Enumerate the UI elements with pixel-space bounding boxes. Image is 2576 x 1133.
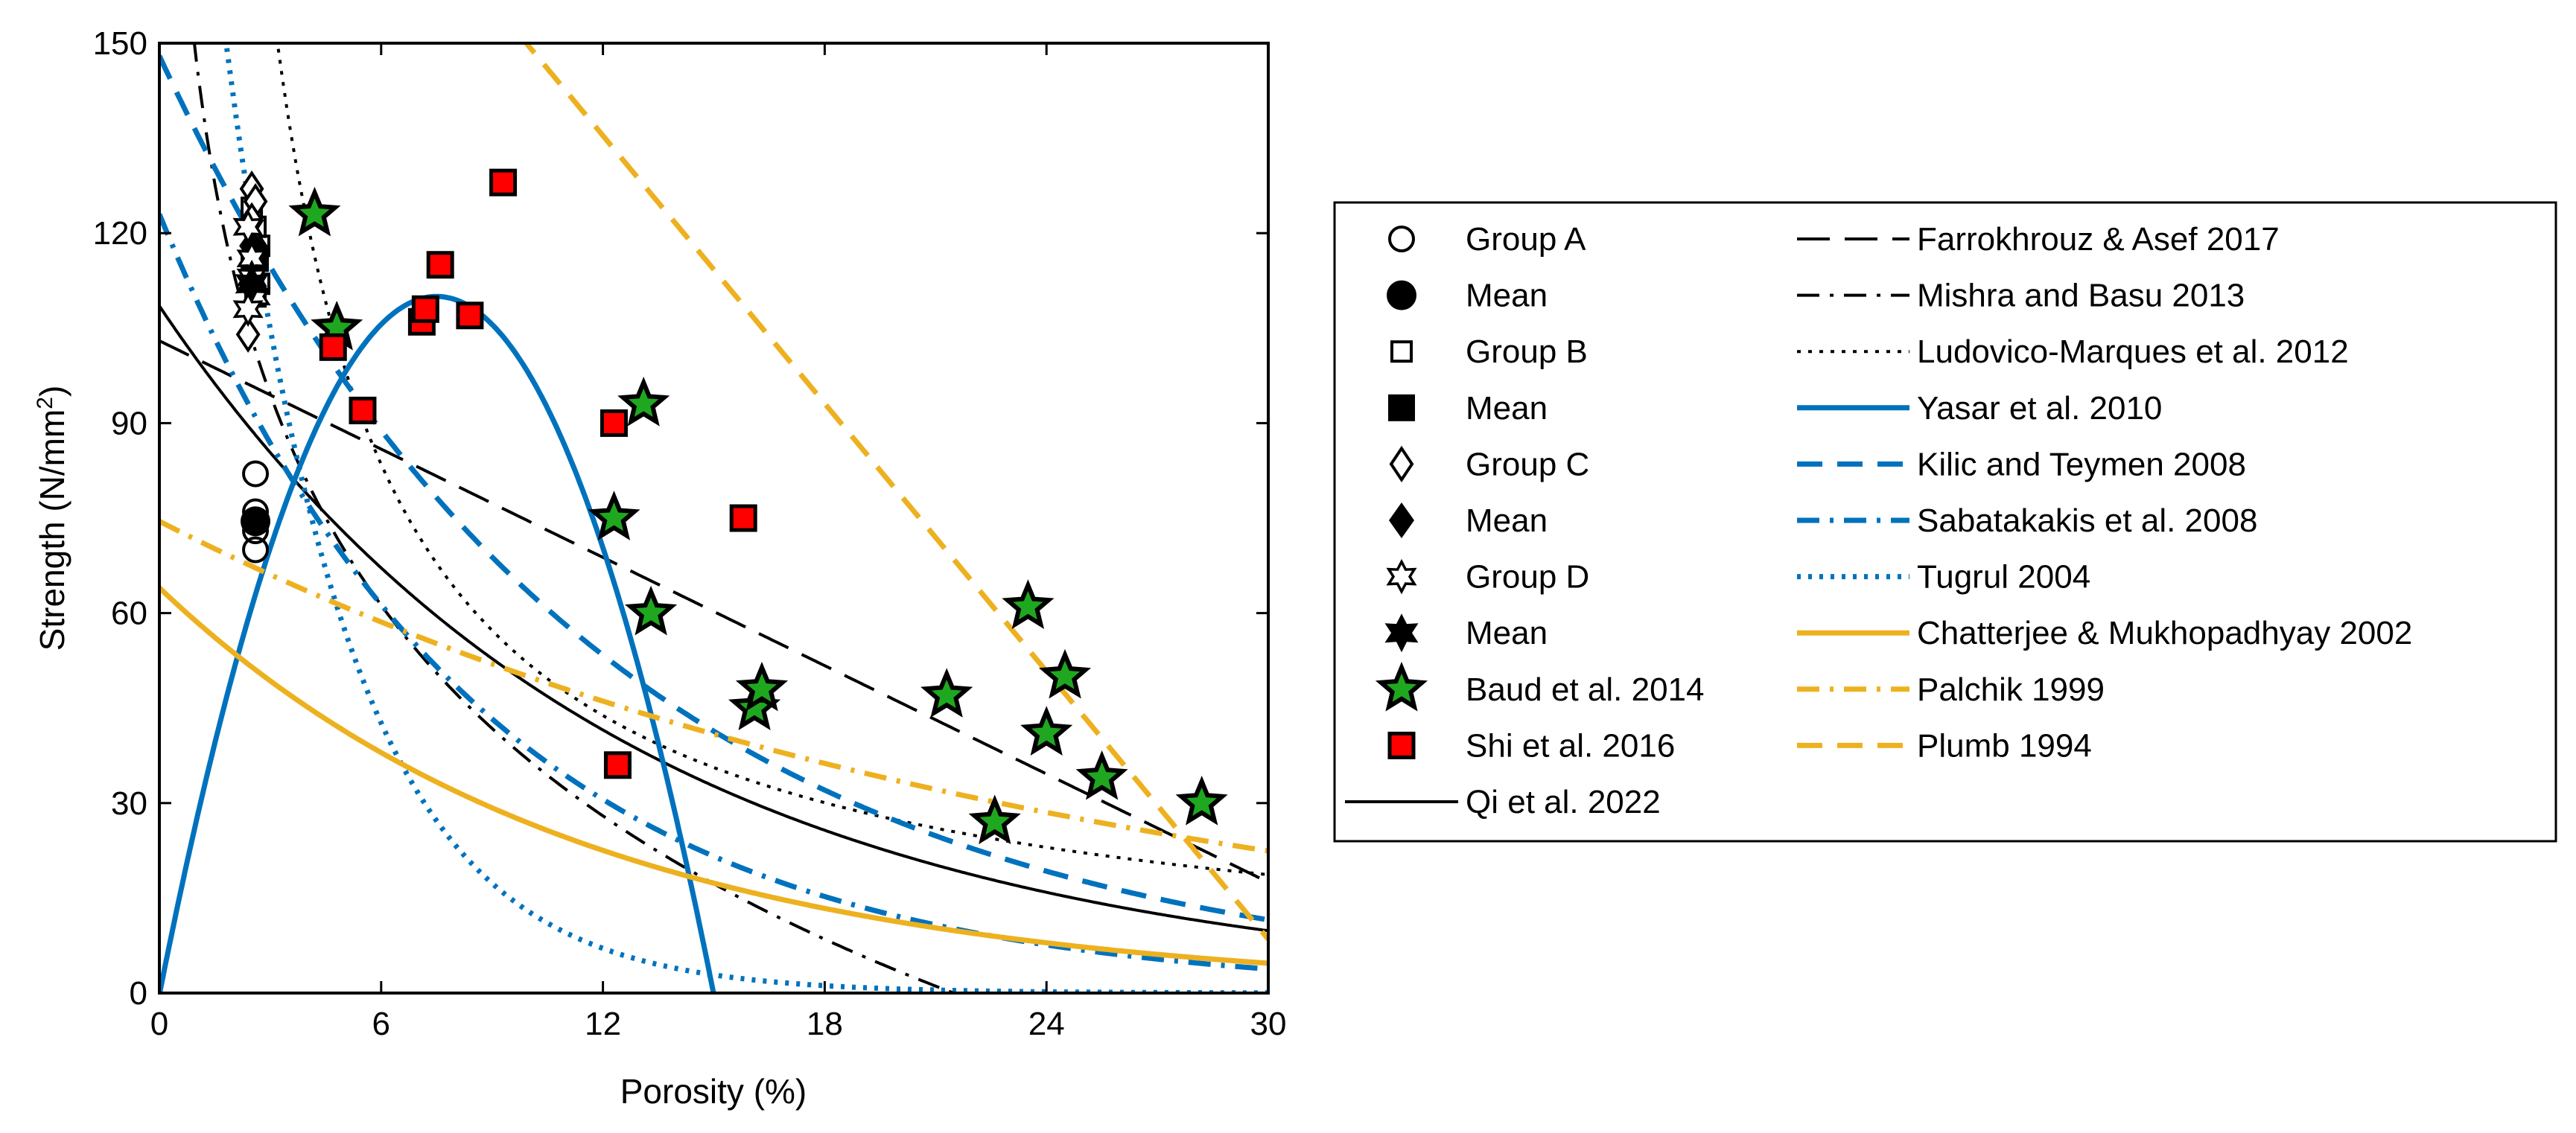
curve-qi-et-al-2022	[159, 304, 1268, 933]
y-tick-label: 120	[93, 215, 147, 252]
point-baud-et-al-2014-star-green	[1002, 579, 1055, 629]
point-shi-et-al-2016-square-red	[603, 751, 632, 779]
y-axis-title-superscript: 2	[33, 397, 57, 409]
point-baud-et-al-2014-star-green	[617, 377, 670, 427]
point-group-c-diamond-open	[235, 316, 261, 353]
legend-label-yasar-et-al-2010: Yasar et al. 2010	[1917, 390, 2162, 427]
x-tick-label: 12	[585, 1006, 621, 1042]
point-mean-circle-filled	[241, 506, 271, 537]
point-shi-et-al-2016-square-red	[600, 409, 628, 437]
point-baud-et-al-2014-star-green	[968, 794, 1021, 845]
point-baud-et-al-2014-star-green	[624, 585, 678, 636]
x-tick-label: 0	[150, 1006, 168, 1042]
point-group-a-circle-open	[242, 460, 270, 488]
curve-yasar-et-al-2010	[159, 293, 716, 993]
legend-label-chatterjee-and-mukhopadhyay-2002: Chatterjee & Mukhopadhyay 2002	[1917, 615, 2412, 651]
legend-label-kilic-and-teymen-2008: Kilic and Teymen 2008	[1917, 446, 2246, 482]
point-shi-et-al-2016-square-red	[319, 333, 347, 361]
legend-label-qi-et-al-2022: Qi et al. 2022	[1466, 784, 1661, 820]
curve-palchik-1999	[159, 519, 1268, 854]
fit-curves	[159, 43, 1268, 993]
point-shi-et-al-2016-square-red	[456, 301, 484, 330]
point-group-d-hexagram-open	[232, 291, 264, 328]
point-baud-et-al-2014-star-green	[735, 661, 789, 712]
curve-ludovico-marques-et-al-2012	[276, 43, 1268, 876]
point-mean-hexagram-filled	[235, 264, 269, 304]
point-shi-et-al-2016-square-red	[411, 295, 439, 323]
y-tick-label: 150	[93, 25, 147, 62]
curve-mishra-and-basu-2013	[192, 43, 958, 993]
plot-frame	[158, 42, 1270, 995]
legend-label-group-a: Group A	[1466, 221, 1586, 258]
y-tick-label: 90	[111, 405, 147, 441]
legend-marker-hexagram-open	[1386, 558, 1417, 595]
point-baud-et-al-2014-star-green	[288, 186, 341, 237]
legend-label-mean: Mean	[1466, 390, 1548, 427]
legend-marker-circle-open	[1388, 226, 1415, 252]
y-axis-title-main: Strength (N/mm	[33, 409, 71, 651]
legend-marker-square-red	[1387, 731, 1416, 759]
legend-marker-hexagram-filled	[1384, 613, 1419, 653]
point-shi-et-al-2016-square-red	[729, 504, 757, 532]
point-baud-et-al-2014-star-green	[920, 668, 973, 718]
legend-label-mean: Mean	[1466, 278, 1548, 314]
legend-marker-square-filled	[1388, 394, 1415, 421]
legend-label-group-c: Group C	[1466, 446, 1589, 482]
legend-label-tugrul-2004: Tugrul 2004	[1917, 559, 2090, 596]
point-baud-et-al-2014-star-green	[1020, 706, 1073, 756]
legend-label-mishra-and-basu-2013: Mishra and Basu 2013	[1917, 278, 2245, 314]
curve-kilic-and-teymen-2008	[159, 54, 1268, 923]
curve-chatterjee-and-mukhopadhyay-2002	[159, 586, 1268, 966]
legend-label-baud-et-al-2014: Baud et al. 2014	[1466, 671, 1704, 708]
x-tick-label: 30	[1250, 1006, 1287, 1042]
curve-tugrul-2004	[223, 43, 1268, 993]
legend-label-sabatakakis-et-al-2008: Sabatakakis et al. 2008	[1917, 502, 2257, 539]
legend-label-palchik-1999: Palchik 1999	[1917, 671, 2105, 708]
curve-plumb-1994	[523, 43, 1268, 941]
legend-entries: Group A Mean Group B Mean Group C Mean Group D…	[1345, 221, 2412, 820]
y-tick-label: 60	[111, 596, 147, 632]
point-group-d-hexagram-open	[232, 208, 264, 245]
legend-label-group-d: Group D	[1466, 559, 1589, 596]
legend-marker-star-green	[1375, 661, 1428, 712]
legend-label-mean: Mean	[1466, 502, 1548, 539]
legend-label-farrokhrouz-and-asef-2017: Farrokhrouz & Asef 2017	[1917, 221, 2280, 258]
y-axis-title-close: )	[33, 386, 71, 397]
x-tick-label: 18	[807, 1006, 843, 1042]
point-baud-et-al-2014-star-green	[1175, 775, 1228, 826]
point-baud-et-al-2014-star-green	[1075, 750, 1128, 800]
x-axis-ticks: 0 6 12 18 24 30	[150, 43, 1287, 1042]
legend-label-shi-et-al-2016: Shi et al. 2016	[1466, 727, 1675, 764]
legend-label-ludovico-marques-et-al-2012: Ludovico-Marques et al. 2012	[1917, 333, 2349, 370]
y-tick-label: 0	[130, 975, 147, 1012]
legend-box	[1333, 201, 2557, 843]
legend-marker-circle-filled	[1387, 280, 1416, 310]
point-baud-et-al-2014-star-green	[588, 491, 640, 540]
y-axis-title: Strength (N/mm2)	[33, 386, 72, 651]
point-shi-et-al-2016-square-red	[349, 396, 377, 424]
curve-farrokhrouz-and-asef-2017	[159, 339, 1268, 884]
legend-marker-square-open	[1390, 340, 1413, 363]
x-axis-title: Porosity (%)	[620, 1072, 807, 1111]
x-tick-label: 6	[372, 1006, 390, 1042]
legend-label-mean: Mean	[1466, 615, 1548, 651]
legend-marker-diamond-filled	[1389, 502, 1414, 538]
point-shi-et-al-2016-square-red	[426, 251, 454, 279]
data-points	[232, 168, 1228, 845]
legend: Group A Mean Group B Mean Group C Mean Group D…	[1333, 201, 2557, 843]
curve-sabatakakis-et-al-2008	[159, 213, 1268, 972]
y-axis-ticks: 0 30 60 90 120 150	[93, 25, 1268, 1012]
legend-label-plumb-1994: Plumb 1994	[1917, 727, 2092, 764]
point-baud-et-al-2014-star-green	[1038, 648, 1092, 699]
point-shi-et-al-2016-square-red	[489, 168, 518, 197]
y-tick-label: 30	[111, 785, 147, 822]
x-tick-label: 24	[1028, 1006, 1065, 1042]
point-group-a-circle-open	[242, 536, 270, 564]
legend-marker-diamond-open	[1389, 445, 1414, 483]
legend-label-group-b: Group B	[1466, 333, 1588, 370]
